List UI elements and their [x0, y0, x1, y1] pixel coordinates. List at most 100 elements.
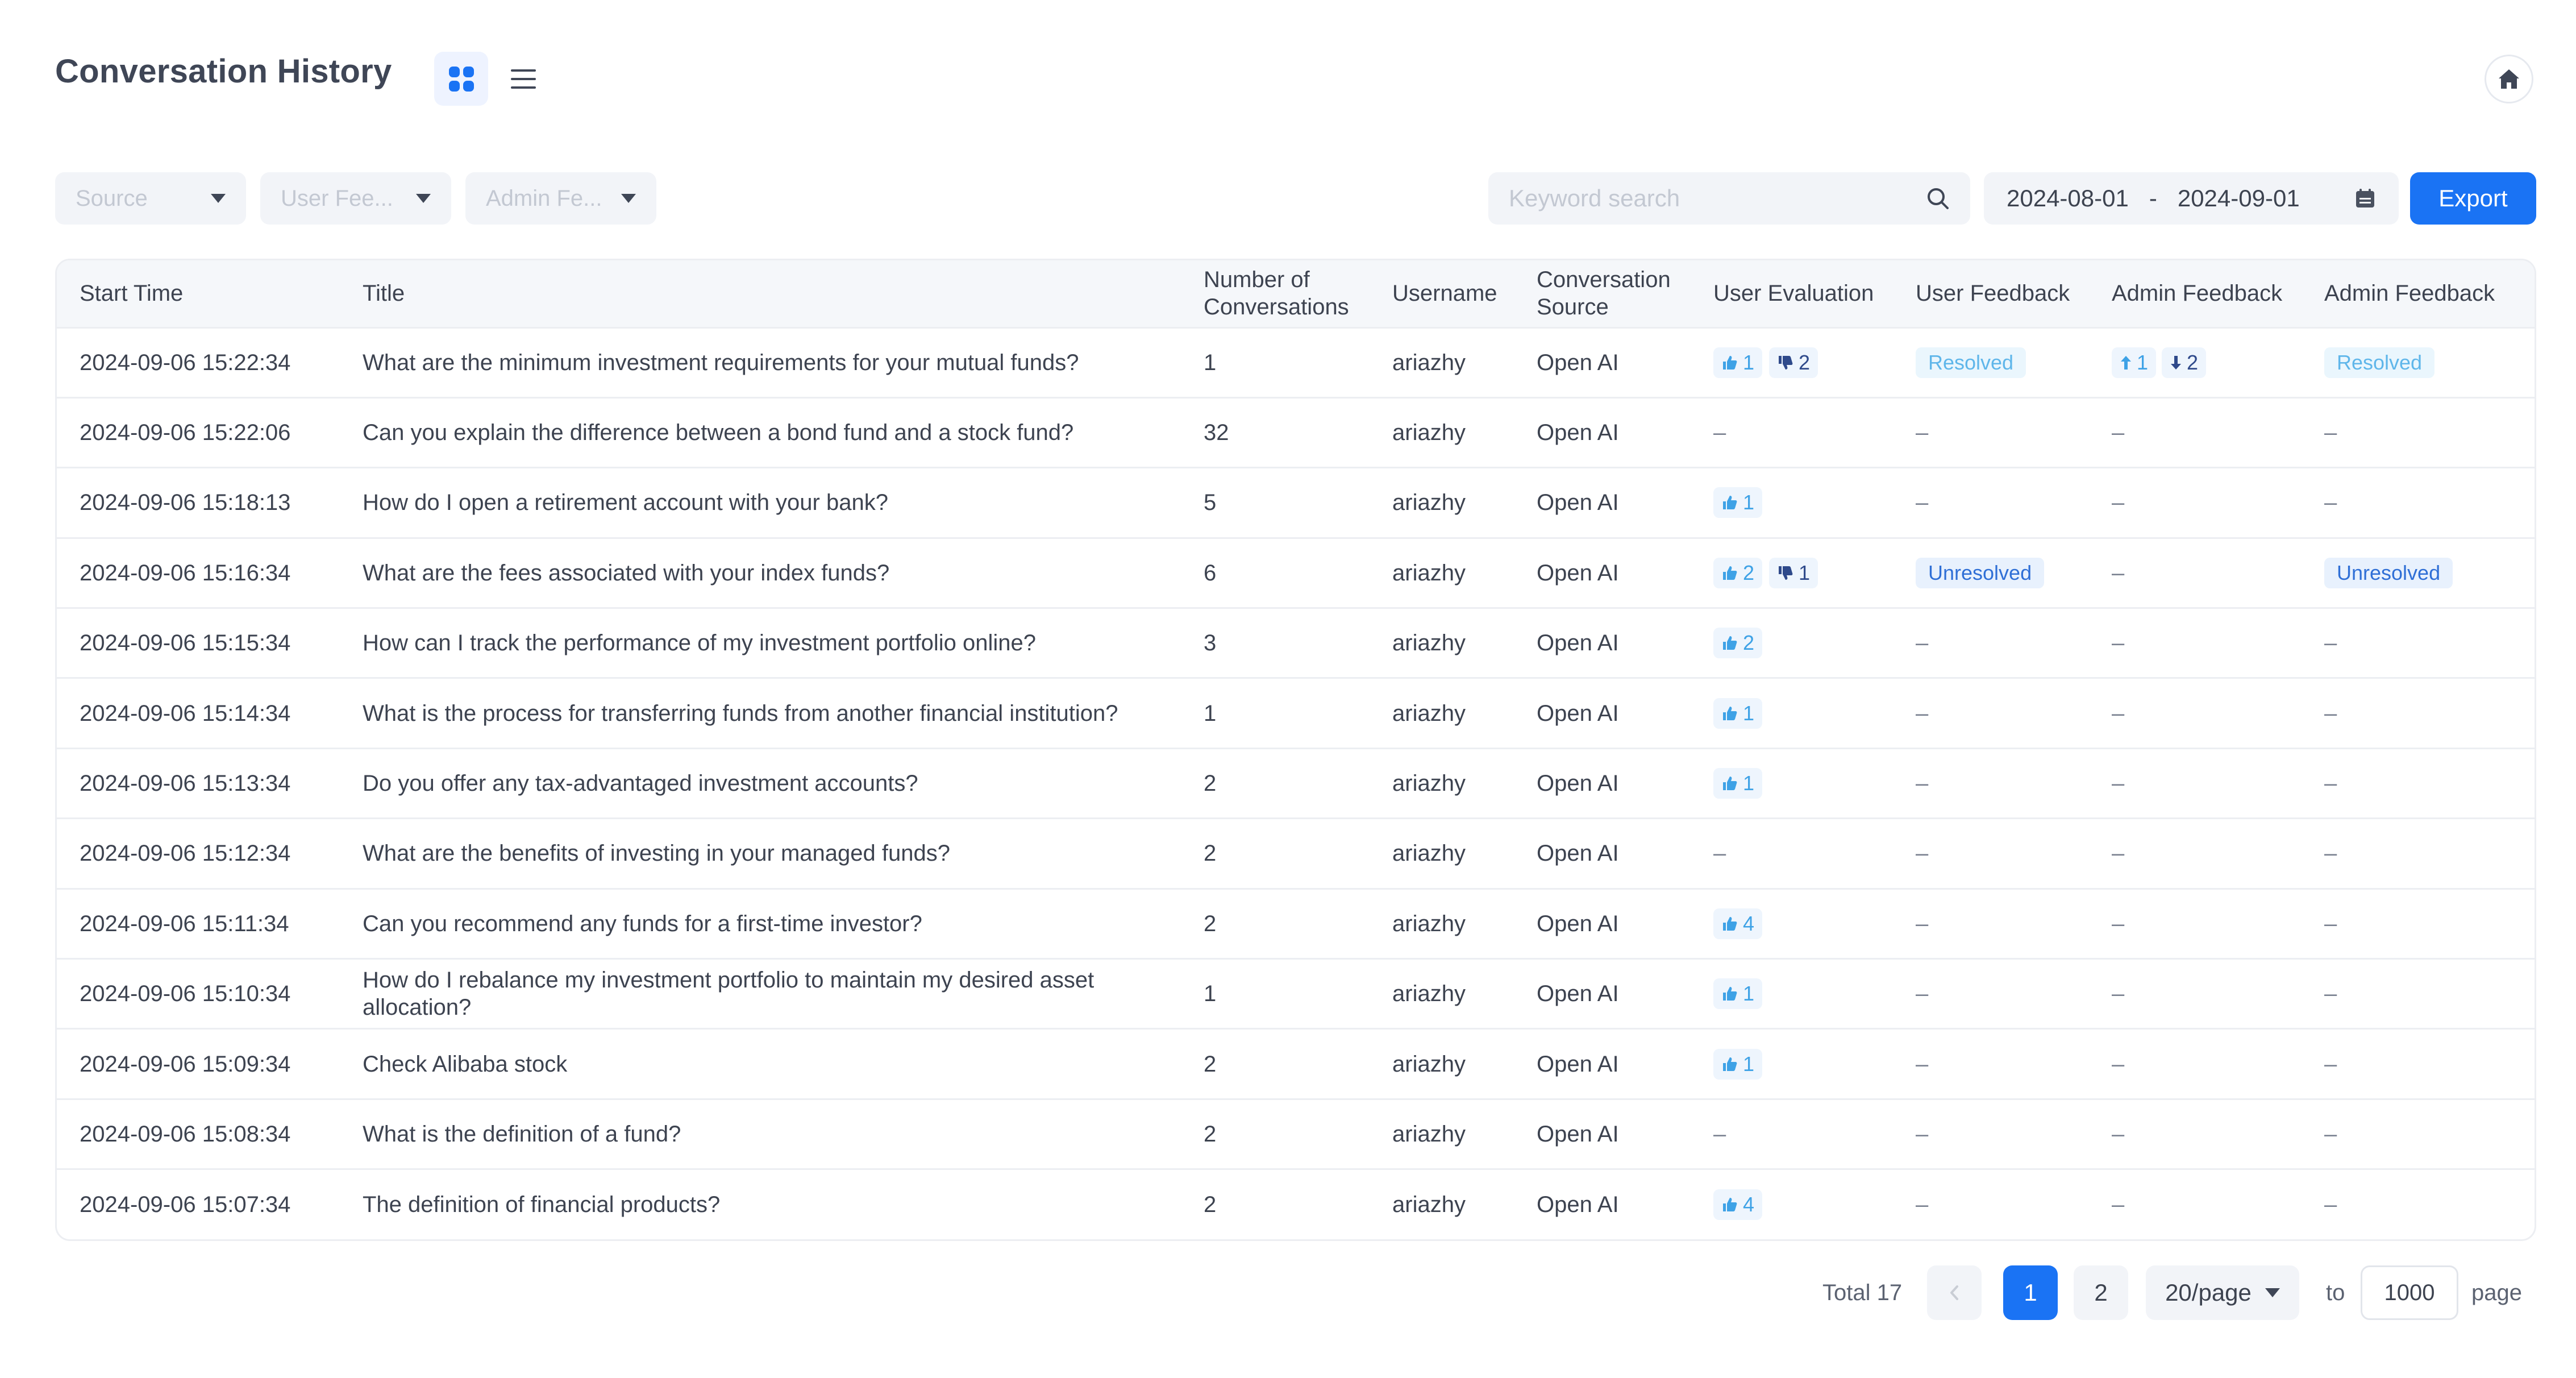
user-feedback-cell: – — [1893, 959, 2089, 1029]
title-cell[interactable]: Can you explain the difference between a… — [363, 420, 1074, 446]
admin-feedback-filter[interactable]: Admin Fe... — [465, 172, 656, 225]
title-cell[interactable]: Do you offer any tax-advantaged investme… — [363, 771, 918, 796]
conversation-count-cell: 32 — [1204, 420, 1229, 446]
empty-placeholder: – — [1916, 700, 1929, 726]
user-feedback-cell: – — [1893, 1169, 2089, 1239]
table-row[interactable]: 2024-09-06 15:22:34 What are the minimum … — [57, 327, 2535, 397]
column-header[interactable]: Admin Feedback — [2324, 281, 2495, 306]
user-feedback-cell: – — [1893, 678, 2089, 748]
thumbs-up-badge: 2 — [1713, 557, 1763, 588]
title-cell[interactable]: How do I rebalance my investment portfol… — [363, 968, 1095, 1020]
source-filter[interactable]: Source — [55, 172, 246, 225]
title-cell[interactable]: What is the definition of a fund? — [363, 1121, 681, 1147]
table-row[interactable]: 2024-09-06 15:22:06 Can you explain the d… — [57, 397, 2535, 467]
column-header[interactable]: Start Time — [80, 281, 184, 306]
admin-down-badge: 2 — [2162, 347, 2207, 378]
table-row[interactable]: 2024-09-06 15:10:34 How do I rebalance my… — [57, 958, 2535, 1029]
user-feedback-filter[interactable]: User Fee... — [260, 172, 451, 225]
user-feedback-cell: – — [1893, 397, 2089, 467]
thumbs-up-badge: 4 — [1713, 1189, 1763, 1221]
user-evaluation-cell: 1 — [1691, 678, 1893, 748]
title-cell[interactable]: What is the process for transferring fun… — [363, 700, 1118, 726]
column-header[interactable]: Number of Conversations — [1204, 267, 1349, 320]
list-icon — [510, 69, 536, 89]
start-time-cell: 2024-09-06 15:13:34 — [80, 771, 291, 796]
table-row[interactable]: 2024-09-06 15:13:34 Do you offer any tax-… — [57, 748, 2535, 818]
table-row[interactable]: 2024-09-06 15:12:34 What are the benefits… — [57, 818, 2535, 889]
source-cell: Open AI — [1537, 700, 1619, 726]
column-header[interactable]: User Feedback — [1916, 281, 2070, 306]
column-header[interactable]: Admin Feedback — [2112, 281, 2283, 306]
thumbs-up-count: 1 — [1743, 350, 1755, 374]
date-range-picker[interactable]: 2024-08-01 - 2024-09-01 — [1984, 172, 2399, 225]
empty-placeholder: – — [1916, 771, 1929, 796]
goto-prefix: to — [2326, 1280, 2345, 1305]
username-cell: ariazhy — [1392, 560, 1466, 586]
user-feedback-cell: Resolved — [1893, 327, 2089, 397]
grid-icon — [448, 66, 474, 92]
thumbs-down-count: 1 — [1799, 561, 1811, 584]
title-cell[interactable]: Check Alibaba stock — [363, 1051, 568, 1077]
admin-feedback-cell: – — [2302, 608, 2535, 678]
table-row[interactable]: 2024-09-06 15:09:34 Check Alibaba stock 2 a… — [57, 1028, 2535, 1099]
user-feedback-cell: – — [1893, 889, 2089, 958]
source-cell: Open AI — [1537, 1121, 1619, 1147]
conversation-count-cell: 1 — [1204, 350, 1217, 375]
title-cell[interactable]: What are the minimum investment requirem… — [363, 350, 1079, 375]
thumbs-up-badge: 4 — [1713, 908, 1763, 939]
date-end: 2024-09-01 — [2177, 185, 2300, 211]
admin-up-badge: 1 — [2112, 347, 2157, 378]
page-button-2[interactable]: 2 — [2074, 1265, 2128, 1320]
grid-view-button[interactable] — [434, 52, 488, 106]
admin-feedback-cell: – — [2302, 819, 2535, 889]
per-page-select[interactable]: 20/page — [2146, 1265, 2299, 1320]
thumbs-up-badge: 2 — [1713, 628, 1763, 659]
table-row[interactable]: 2024-09-06 15:15:34 How can I track the p… — [57, 608, 2535, 678]
status-badge: Unresolved — [2324, 557, 2453, 588]
thumbs-up-count: 1 — [1743, 701, 1755, 725]
previous-page-button[interactable] — [1927, 1265, 1982, 1320]
status-badge: Resolved — [1916, 347, 2026, 378]
home-button[interactable] — [2485, 55, 2533, 103]
admin-feedback-cell: – — [2302, 678, 2535, 748]
search-icon[interactable] — [1926, 186, 1950, 210]
empty-placeholder: – — [2324, 841, 2337, 866]
start-time-cell: 2024-09-06 15:12:34 — [80, 841, 291, 866]
user-feedback-cell: – — [1893, 1099, 2089, 1169]
start-time-cell: 2024-09-06 15:14:34 — [80, 700, 291, 726]
table-row[interactable]: 2024-09-06 15:07:34 The definition of fin… — [57, 1169, 2535, 1239]
start-time-cell: 2024-09-06 15:15:34 — [80, 630, 291, 656]
thumbs-up-badge: 1 — [1713, 768, 1763, 799]
title-cell[interactable]: Can you recommend any funds for a first-… — [363, 911, 922, 936]
search-input[interactable]: Keyword search — [1488, 172, 1970, 225]
column-header[interactable]: Title — [363, 281, 405, 306]
table-row[interactable]: 2024-09-06 15:18:13 How do I open a retir… — [57, 467, 2535, 538]
table-row[interactable]: 2024-09-06 15:16:34 What are the fees ass… — [57, 538, 2535, 608]
user-evaluation-cell: – — [1691, 397, 1893, 467]
goto-page-input[interactable]: 1000 — [2361, 1265, 2458, 1320]
user-evaluation-cell: – — [1691, 1099, 1893, 1169]
title-cell[interactable]: The definition of financial products? — [363, 1192, 721, 1218]
column-header[interactable]: Username — [1392, 281, 1497, 306]
export-button[interactable]: Export — [2410, 172, 2536, 225]
list-view-button[interactable] — [496, 52, 550, 106]
table-row[interactable]: 2024-09-06 15:08:34 What is the definitio… — [57, 1099, 2535, 1169]
page-button-1[interactable]: 1 — [2003, 1265, 2058, 1320]
title-cell[interactable]: How can I track the performance of my in… — [363, 630, 1036, 656]
thumbs-up-icon — [1723, 636, 1737, 650]
source-cell: Open AI — [1537, 560, 1619, 586]
admin-feedback-cell: – — [2302, 468, 2535, 538]
title-cell[interactable]: What are the benefits of investing in yo… — [363, 841, 950, 866]
admin-evaluation-cell: – — [2089, 748, 2302, 818]
title-cell[interactable]: How do I open a retirement account with … — [363, 490, 888, 516]
column-header[interactable]: User Evaluation — [1713, 281, 1874, 306]
source-cell: Open AI — [1537, 1192, 1619, 1218]
table-row[interactable]: 2024-09-06 15:14:34 What is the process f… — [57, 678, 2535, 748]
empty-placeholder: – — [2324, 420, 2337, 446]
source-cell: Open AI — [1537, 1051, 1619, 1077]
table-row[interactable]: 2024-09-06 15:11:34 Can you recommend any… — [57, 889, 2535, 958]
title-cell[interactable]: What are the fees associated with your i… — [363, 560, 890, 586]
source-cell: Open AI — [1537, 630, 1619, 656]
status-badge: Resolved — [2324, 347, 2435, 378]
column-header[interactable]: Conversation Source — [1537, 267, 1671, 320]
